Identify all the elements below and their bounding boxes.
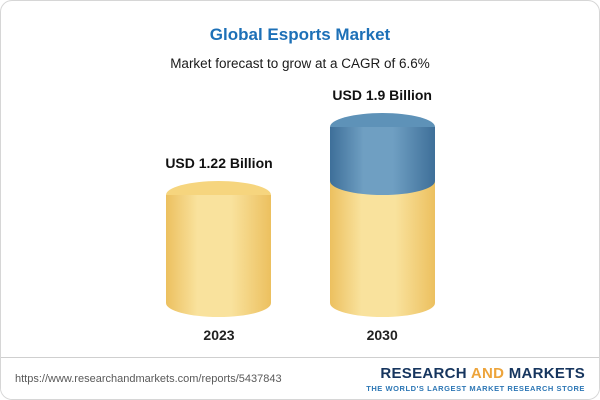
footer-bar: https://www.researchandmarkets.com/repor… [1,357,599,399]
cylinder-body [329,127,435,195]
cylinder-base-segment [329,181,435,317]
cylinder-2030 [329,113,435,317]
category-label-2023: 2023 [203,327,235,343]
logo-word-markets: MARKETS [508,364,585,382]
bar-group-2030: USD 1.9 Billion 2030 [329,87,435,343]
bar-group-2023: USD 1.22 Billion 2023 [165,155,272,343]
cylinder-body [166,195,272,317]
chart-area: USD 1.22 Billion 2023 USD 1.9 Billion 20… [1,86,599,343]
research-and-markets-logo: RESEARCH AND MARKETS THE WORLD'S LARGEST… [366,365,585,393]
logo-word-and: AND [470,364,505,382]
chart-subtitle: Market forecast to grow at a CAGR of 6.6… [170,56,430,71]
value-label-2023: USD 1.22 Billion [165,155,273,171]
page-title: Global Esports Market [209,25,391,44]
chart-header: Global Esports Market Market forecast to… [1,1,599,71]
logo-word-research: RESEARCH [380,364,467,382]
category-label-2030: 2030 [366,327,398,343]
logo-text: RESEARCH AND MARKETS [366,365,585,382]
logo-tagline: THE WORLD'S LARGEST MARKET RESEARCH STOR… [366,383,585,393]
report-url: https://www.researchandmarkets.com/repor… [15,372,282,385]
cylinder-2023 [166,181,272,317]
value-label-2030: USD 1.9 Billion [332,87,432,103]
cylinder-growth-segment [329,113,435,195]
